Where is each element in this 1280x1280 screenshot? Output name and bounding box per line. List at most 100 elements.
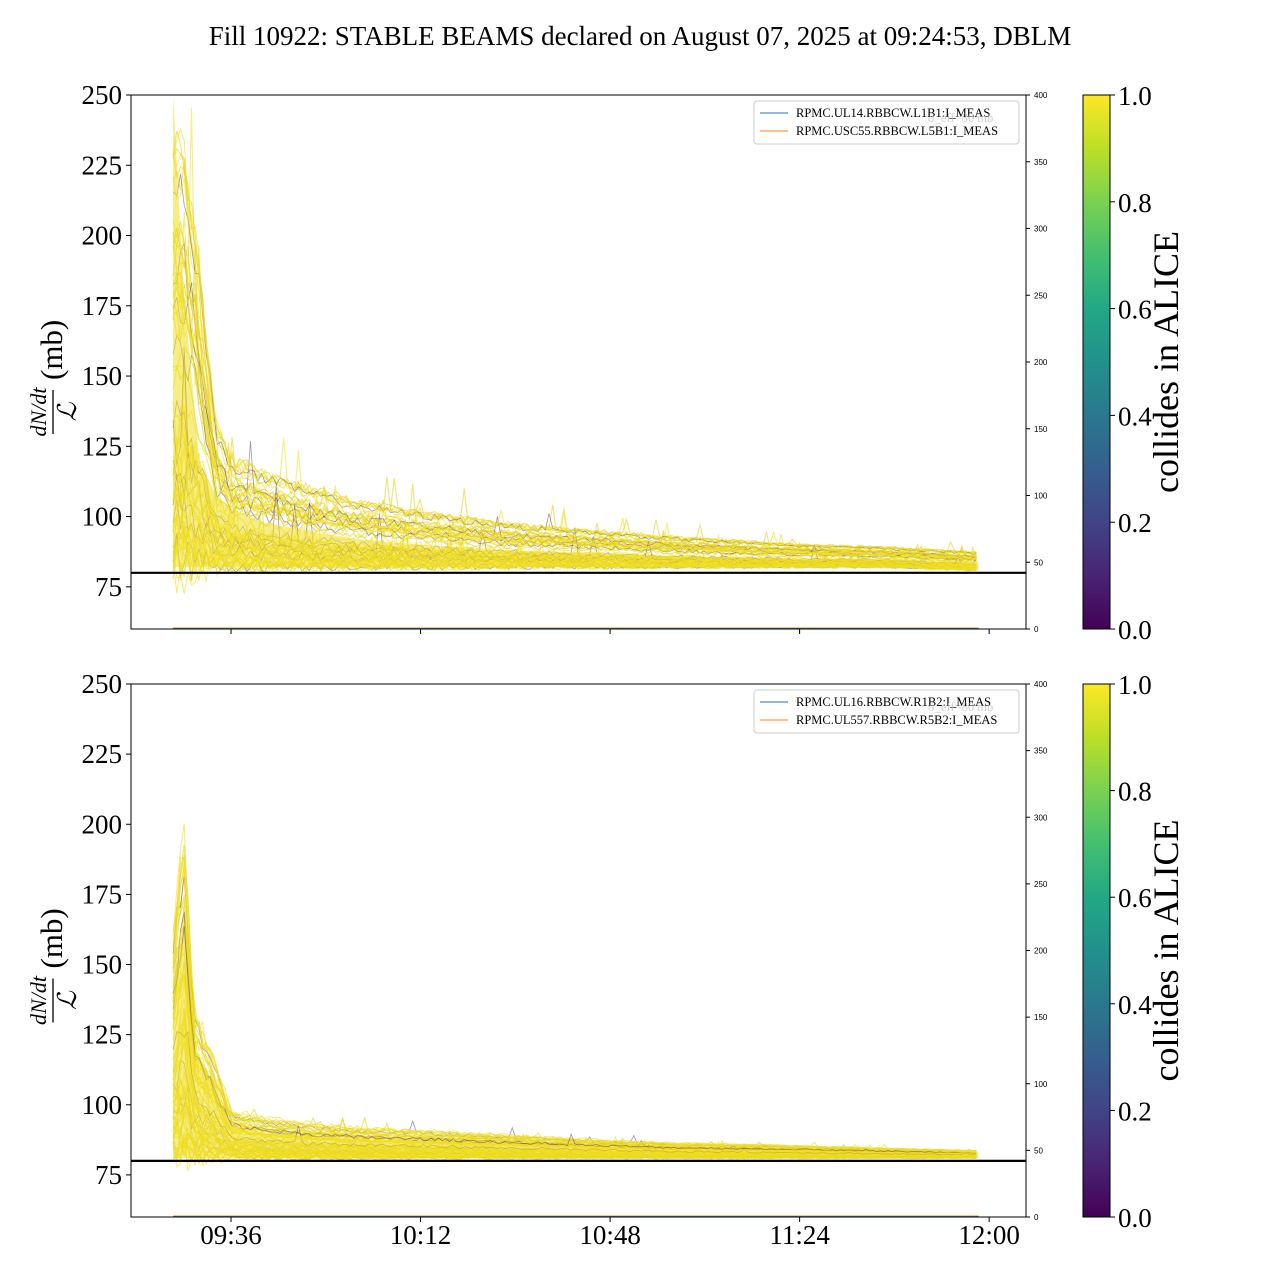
legend-box — [753, 689, 1020, 734]
data-traces — [172, 823, 979, 1217]
y-tick-label: 150 — [82, 361, 123, 391]
data-trace — [172, 310, 977, 562]
data-traces — [172, 95, 979, 629]
data-trace — [172, 244, 977, 560]
legend: RPMC.UL14.RBBCW.L1B1:I_MEAS RPMC.USC55.RB… — [753, 100, 1020, 145]
y-tick-label: 150 — [82, 950, 123, 980]
data-trace — [172, 856, 977, 1152]
data-trace — [172, 823, 977, 1152]
data-trace — [172, 210, 977, 560]
colorbar-tick-label: 0.4 — [1118, 990, 1152, 1020]
data-trace — [172, 868, 977, 1153]
data-trace — [172, 855, 977, 1152]
data-trace — [172, 854, 977, 1152]
y2-tick-label: 400 — [1034, 680, 1048, 689]
legend-overlay-text: σ_eff=80 mb — [928, 700, 993, 714]
y2-tick-label: 0 — [1034, 625, 1039, 634]
data-trace — [172, 924, 977, 1154]
y-tick-label: 175 — [82, 879, 123, 909]
x-tick-label: 11:24 — [769, 1220, 830, 1250]
x-tick-label: 10:48 — [579, 1220, 641, 1250]
colorbar-tick-label: 0.2 — [1118, 508, 1152, 538]
colorbar-tick-label: 0.8 — [1118, 777, 1152, 807]
y-tick-label: 175 — [82, 291, 123, 321]
y2-tick-label: 350 — [1034, 747, 1048, 756]
data-trace — [172, 863, 977, 1153]
colorbar-tick-label: 0.4 — [1118, 401, 1152, 431]
data-trace — [172, 176, 977, 556]
legend-label: RPMC.UL16.RBBCW.R1B2:I_MEAS — [796, 695, 991, 709]
data-trace — [172, 894, 977, 1153]
y2-tick-label: 150 — [1034, 425, 1048, 434]
legend-overlay-text: σ_eff=80 mb — [928, 111, 993, 125]
y-tick-label: 225 — [82, 739, 123, 769]
y2-tick-label: 200 — [1034, 358, 1048, 367]
data-trace — [172, 916, 977, 1153]
data-trace — [172, 227, 977, 558]
colorbar-label: collides in ALICE — [1146, 820, 1186, 1082]
data-trace — [172, 876, 977, 1152]
y-label-unit: (mb) — [34, 908, 69, 968]
colorbar-gradient — [1082, 94, 1111, 630]
y-tick-label: 75 — [95, 1160, 122, 1190]
y-tick-label: 125 — [82, 1020, 123, 1050]
colorbar-tick-label: 0.8 — [1118, 188, 1152, 218]
colorbar-label: collides in ALICE — [1146, 231, 1186, 493]
y2-tick-label: 300 — [1034, 225, 1048, 234]
y-tick-label: 225 — [82, 150, 123, 180]
data-core-band — [173, 95, 979, 570]
data-trace — [172, 147, 977, 554]
y2-tick-label: 50 — [1034, 1146, 1043, 1155]
y-label-unit: (mb) — [34, 320, 69, 380]
data-trace — [172, 227, 977, 558]
legend-label: RPMC.UL14.RBBCW.L1B1:I_MEAS — [796, 106, 990, 120]
data-core-band — [173, 936, 979, 1159]
data-trace — [172, 924, 977, 1154]
y-label-numerator: dN/dt — [26, 975, 51, 1025]
colorbar: 0.0 0.2 0.4 0.6 0.8 1.0 collides in ALICE — [1082, 670, 1186, 1233]
y-tick-label: 250 — [82, 669, 123, 699]
panel-top: 75 100 125 150 175 200 225 250 0 50 100 150 200 250 30… — [26, 80, 1186, 645]
data-trace — [172, 126, 977, 555]
data-trace — [172, 900, 977, 1154]
data-trace — [172, 844, 977, 1153]
y-label-denominator: ℒ — [53, 401, 82, 421]
colorbar-tick-label: 0.6 — [1118, 295, 1152, 325]
colorbar-tick-label: 0.2 — [1118, 1096, 1152, 1126]
y2-tick-label: 350 — [1034, 158, 1048, 167]
y-label-denominator: ℒ — [53, 990, 82, 1010]
colorbar-tick-label: 0.6 — [1118, 883, 1152, 913]
legend: RPMC.UL16.RBBCW.R1B2:I_MEAS RPMC.UL557.RB… — [753, 689, 1020, 734]
y-tick-label: 125 — [82, 431, 123, 461]
y-label-numerator: dN/dt — [26, 387, 51, 437]
data-trace — [172, 860, 977, 1153]
colorbar-tick-label: 1.0 — [1118, 81, 1152, 111]
y-tick-label: 75 — [95, 572, 122, 602]
data-trace — [172, 932, 977, 1154]
y-axis-label: dN/dt ℒ (mb) — [26, 320, 82, 437]
colorbar-tick-label: 0.0 — [1118, 1203, 1152, 1233]
y2-tick-label: 300 — [1034, 813, 1048, 822]
y-tick-label: 250 — [82, 80, 123, 110]
colorbar-tick-label: 1.0 — [1118, 670, 1152, 700]
y2-tick-label: 0 — [1034, 1213, 1039, 1222]
y-tick-label: 200 — [82, 221, 123, 251]
y2-tick-label: 150 — [1034, 1013, 1048, 1022]
y2-tick-label: 400 — [1034, 91, 1048, 100]
y2-tick-label: 100 — [1034, 492, 1048, 501]
y-tick-label: 200 — [82, 809, 123, 839]
y2-tick-label: 100 — [1034, 1080, 1048, 1089]
legend-box — [753, 100, 1020, 145]
panel-bottom: 75 100 125 150 175 200 225 250 0 50 100 150 200 250 30… — [26, 669, 1186, 1250]
y2-tick-label: 200 — [1034, 947, 1048, 956]
legend-label: RPMC.UL557.RBBCW.R5B2:I_MEAS — [796, 713, 997, 727]
data-trace — [172, 900, 977, 1154]
data-trace — [172, 926, 977, 1154]
data-trace — [172, 345, 977, 562]
y-axis-label: dN/dt ℒ (mb) — [26, 908, 82, 1025]
data-trace — [172, 220, 977, 557]
legend-label: RPMC.USC55.RBBCW.L5B1:I_MEAS — [796, 124, 998, 138]
figure-title: Fill 10922: STABLE BEAMS declared on Aug… — [209, 21, 1072, 51]
data-trace — [172, 231, 977, 558]
